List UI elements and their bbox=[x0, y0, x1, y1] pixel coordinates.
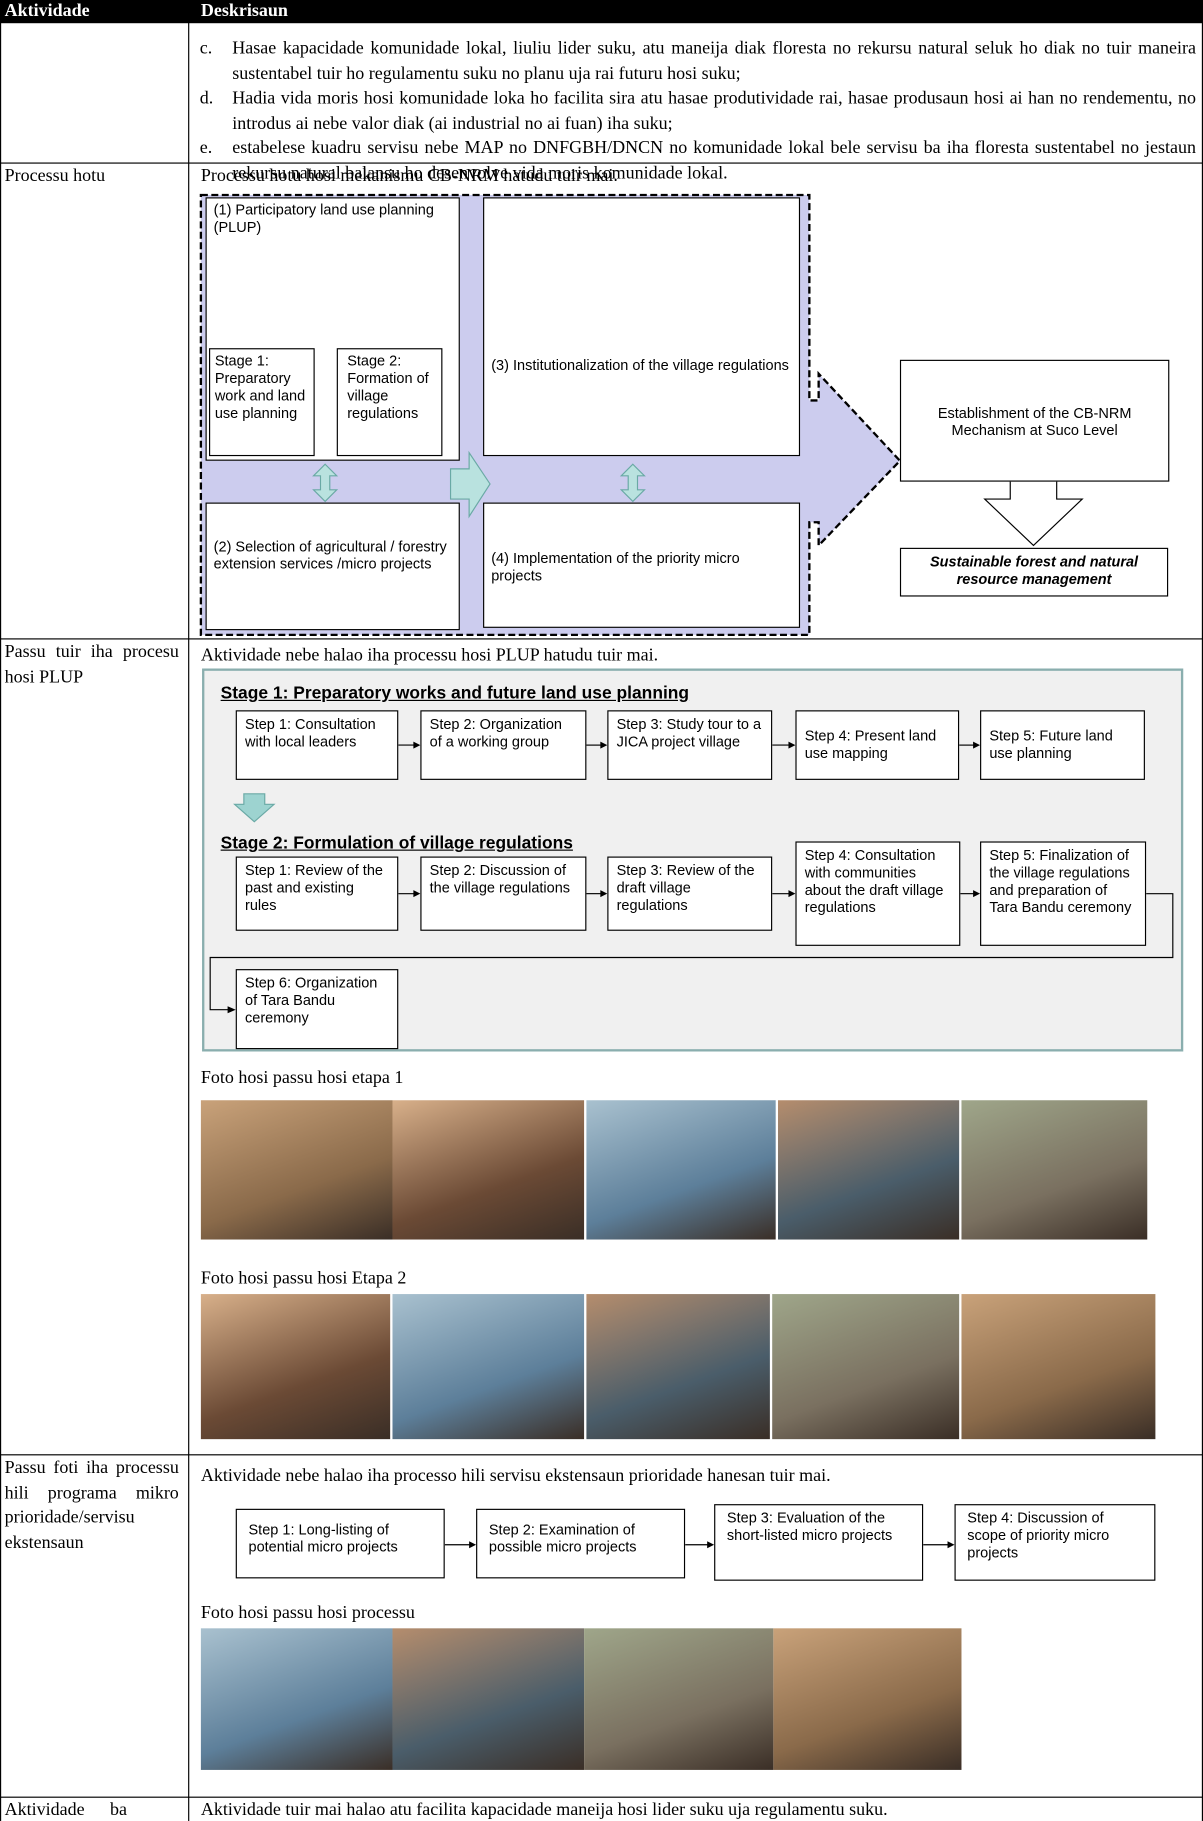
list-item: d. Hadia vida moris hosi komunidade loka … bbox=[197, 86, 1196, 136]
activity-cell: Processu hotu bbox=[4, 165, 106, 186]
step-box: Step 3: Evaluation of the short-listed m… bbox=[714, 1504, 924, 1581]
arrowhead bbox=[600, 890, 608, 898]
arrowhead bbox=[973, 890, 981, 898]
item-text: Hasae kapacidade komunidade lokal, liuli… bbox=[232, 38, 1197, 83]
step-box: Step 4: Present land use mapping bbox=[795, 710, 960, 780]
arrowhead bbox=[600, 741, 608, 749]
step-box: Step 5: Finalization of the village regu… bbox=[980, 841, 1147, 946]
intro-text: Aktividade nebe halao iha processu hosi … bbox=[200, 645, 659, 666]
step-box: Step 1: Consultation with local leaders bbox=[235, 710, 399, 780]
photo bbox=[586, 1100, 776, 1240]
intro-text: Processu hotu hosi mekanismu CB-NRM hatu… bbox=[200, 165, 618, 186]
list-item: e. estabelese kuadru servisu nebe MAP no … bbox=[197, 136, 1196, 186]
row-divider bbox=[0, 1454, 1203, 1456]
table-header bbox=[0, 0, 1203, 24]
down-arrow bbox=[983, 479, 1084, 547]
diagram-box: Sustainable forest and natural resource … bbox=[899, 547, 1169, 597]
arrowhead bbox=[413, 890, 421, 898]
header-cell: Deskrisaun bbox=[200, 1, 288, 21]
item-text: estabelese kuadru servisu nebe MAP no DN… bbox=[232, 138, 1197, 183]
stage-title: Stage 2: Formulation of village regulati… bbox=[220, 833, 573, 854]
step-box: Step 3: Study tour to a JICA project vil… bbox=[607, 710, 773, 780]
stage-title: Stage 1: Preparatory works and future la… bbox=[220, 683, 690, 704]
diagram-box: (4) Implementation of the priority micro… bbox=[483, 502, 801, 628]
item-label: c. bbox=[199, 38, 213, 59]
diagram-box: Establishment of the CB-NRM Mechanism at… bbox=[899, 359, 1170, 482]
photo bbox=[584, 1628, 774, 1770]
photo bbox=[773, 1628, 962, 1770]
connector bbox=[209, 893, 1174, 1011]
photo bbox=[392, 1294, 585, 1440]
double-arrow bbox=[312, 463, 339, 503]
box-label: Stage 1: Preparatory work and land use p… bbox=[214, 352, 306, 422]
step-box: Step 1: Review of the past and existing … bbox=[235, 856, 399, 931]
arrowhead bbox=[469, 1541, 477, 1549]
photo bbox=[778, 1100, 960, 1240]
box-label: (1) Participatory land use planning (PLU… bbox=[213, 201, 434, 236]
list-item: c. Hasae kapacidade komunidade lokal, liu… bbox=[197, 36, 1196, 86]
intro-text: Aktividade tuir mai halao atu facilita k… bbox=[200, 1800, 888, 1820]
column-divider bbox=[188, 0, 190, 1821]
table-border bbox=[0, 0, 2, 1821]
arrowhead bbox=[788, 741, 796, 749]
step-box: Step 2: Organization of a working group bbox=[420, 710, 587, 780]
step-box: Step 2: Discussion of the village regula… bbox=[420, 856, 587, 931]
header-cell: Aktividade bbox=[4, 1, 90, 21]
intro-text: Aktividade nebe halao iha processo hili … bbox=[200, 1465, 831, 1486]
double-arrow bbox=[619, 463, 646, 503]
box-label: (4) Implementation of the priority micro… bbox=[491, 550, 740, 584]
photo-caption: Foto hosi passu hosi Etapa 2 bbox=[200, 1268, 407, 1289]
step-box: Step 3: Review of the draft village regu… bbox=[607, 856, 773, 931]
step-box: Step 5: Future land use planning bbox=[980, 710, 1145, 780]
photo bbox=[961, 1100, 1148, 1240]
diagram-box: Stage 2: Formation of village regulation… bbox=[336, 348, 443, 457]
photo bbox=[200, 1294, 391, 1440]
arrow bbox=[449, 450, 491, 519]
item-label: e. bbox=[199, 138, 213, 158]
box-label: Stage 2: Formation of village regulation… bbox=[347, 352, 429, 422]
photo bbox=[392, 1100, 585, 1240]
box-label: Sustainable forest and natural resource … bbox=[929, 553, 1139, 588]
step-box: Step 4: Discussion of scope of priority … bbox=[954, 1504, 1156, 1581]
activity-cell: Aktividade ba bbox=[4, 1800, 128, 1820]
arrowhead bbox=[707, 1541, 715, 1549]
box-label: Establishment of the CB-NRM Mechanism at… bbox=[937, 405, 1132, 439]
photo bbox=[200, 1628, 393, 1770]
arrowhead bbox=[947, 1541, 955, 1549]
box-label: (3) Institutionalization of the village … bbox=[491, 357, 789, 374]
diagram-box: (3) Institutionalization of the village … bbox=[483, 197, 801, 457]
box-label: (2) Selection of agricultural / forestry… bbox=[213, 538, 447, 573]
row-divider bbox=[0, 162, 1203, 164]
arrowhead bbox=[788, 890, 796, 898]
arrowhead bbox=[973, 741, 981, 749]
diagram-box: Stage 1: Preparatory work and land use p… bbox=[209, 348, 315, 457]
step-box: Step 2: Examination of possible micro pr… bbox=[476, 1508, 686, 1579]
arrowhead bbox=[227, 1006, 236, 1014]
photo bbox=[772, 1294, 960, 1440]
row-divider bbox=[0, 638, 1203, 640]
arrowhead bbox=[413, 741, 421, 749]
photo-caption: Foto hosi passu hosi etapa 1 bbox=[200, 1067, 404, 1088]
photo bbox=[392, 1628, 585, 1770]
diagram-box: (2) Selection of agricultural / forestry… bbox=[205, 502, 460, 631]
activity-cell: Passu tuir iha procesu hosi PLUP bbox=[4, 641, 179, 687]
item-text: Hadia vida moris hosi komunidade loka ho… bbox=[232, 88, 1197, 133]
photo bbox=[200, 1100, 393, 1240]
down-arrow bbox=[233, 793, 276, 823]
step-box: Step 4: Consultation with communities ab… bbox=[795, 841, 961, 946]
step-box: Step 6: Organization of Tara Bandu cerem… bbox=[235, 969, 399, 1050]
row-divider bbox=[0, 1796, 1203, 1798]
table-border bbox=[1201, 0, 1203, 1821]
item-label: d. bbox=[199, 88, 214, 108]
item-list: c. Hasae kapacidade komunidade lokal, liu… bbox=[197, 36, 1196, 186]
photo-caption: Foto hosi passu hosi processu bbox=[200, 1602, 415, 1623]
step-box: Step 1: Long-listing of potential micro … bbox=[235, 1508, 445, 1579]
photo bbox=[961, 1294, 1156, 1440]
activity-cell: Passu foti iha processu hili programa mi… bbox=[4, 1457, 179, 1553]
photo bbox=[586, 1294, 770, 1440]
